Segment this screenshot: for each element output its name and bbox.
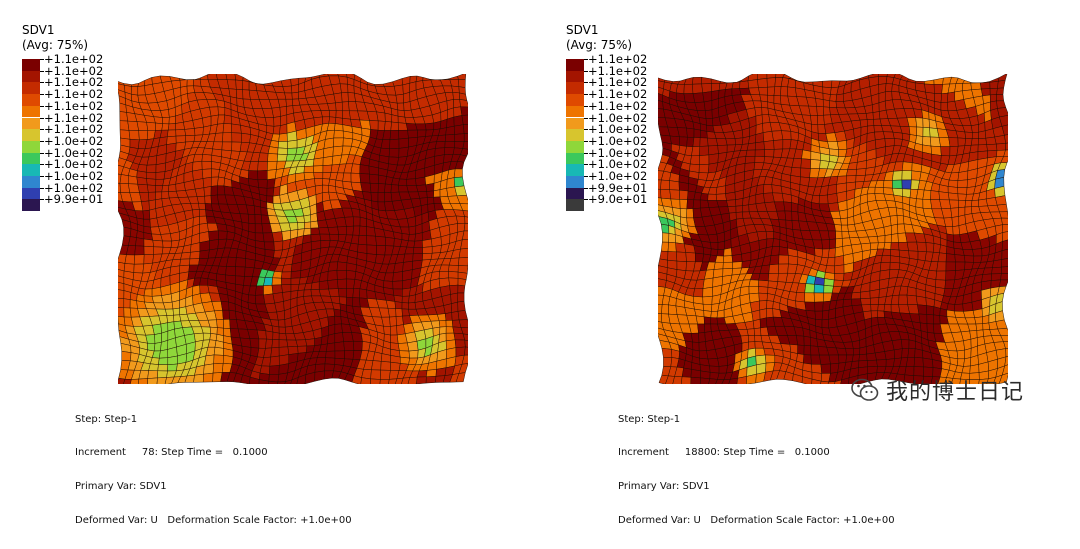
primary-var-label: Primary Var: SDV1 [75,481,352,492]
legend-swatch [566,188,584,200]
step-label: Step: Step-1 [75,414,352,425]
deformed-mesh-contour [118,74,468,384]
legend-swatch [22,141,40,153]
legend-swatch [566,59,584,71]
legend-swatch [566,94,584,106]
watermark-text: 我的博士日记 [886,374,1024,406]
legend-label: +1.1e+02 [588,100,647,112]
step-label: Step: Step-1 [618,414,895,425]
wechat-icon [850,375,880,405]
increment-label: Increment 18800: Step Time = 0.1000 [618,447,895,458]
legend-label: +9.9e+01 [44,193,103,205]
legend-swatch [566,118,584,130]
legend-swatch [22,129,40,141]
legend-swatch [22,188,40,200]
legend-title: SDV1 [566,23,599,38]
deformed-mesh-contour [658,74,1008,384]
legend-swatch [566,176,584,188]
legend-label: +9.0e+01 [588,193,647,205]
legend-swatch [22,164,40,176]
legend-subtitle: (Avg: 75%) [566,38,632,53]
legend-swatch [566,129,584,141]
legend-swatch [566,71,584,83]
legend-swatch [22,94,40,106]
legend-swatch [22,71,40,83]
legend-swatch [22,153,40,165]
contour-panel-left: SDV1 (Avg: 75%) +1.1e+02+1.1e+02+1.1e+02… [0,0,540,441]
legend-subtitle: (Avg: 75%) [22,38,88,53]
legend-swatch [22,118,40,130]
legend-title: SDV1 [22,23,55,38]
deformed-var-label: Deformed Var: U Deformation Scale Factor… [75,515,352,526]
increment-label: Increment 78: Step Time = 0.1000 [75,447,352,458]
legend-label: +1.1e+02 [44,100,103,112]
legend-swatch [566,164,584,176]
legend-swatch [566,106,584,118]
legend-swatch [22,176,40,188]
primary-var-label: Primary Var: SDV1 [618,481,895,492]
watermark: 我的博士日记 [850,372,1024,408]
legend-swatch [566,141,584,153]
legend-swatch [22,59,40,71]
legend-swatch [566,82,584,94]
legend-swatch [22,106,40,118]
legend-swatch [22,82,40,94]
legend-swatch [566,199,584,211]
legend-swatch [22,199,40,211]
legend-swatch [566,153,584,165]
deformed-var-label: Deformed Var: U Deformation Scale Factor… [618,515,895,526]
